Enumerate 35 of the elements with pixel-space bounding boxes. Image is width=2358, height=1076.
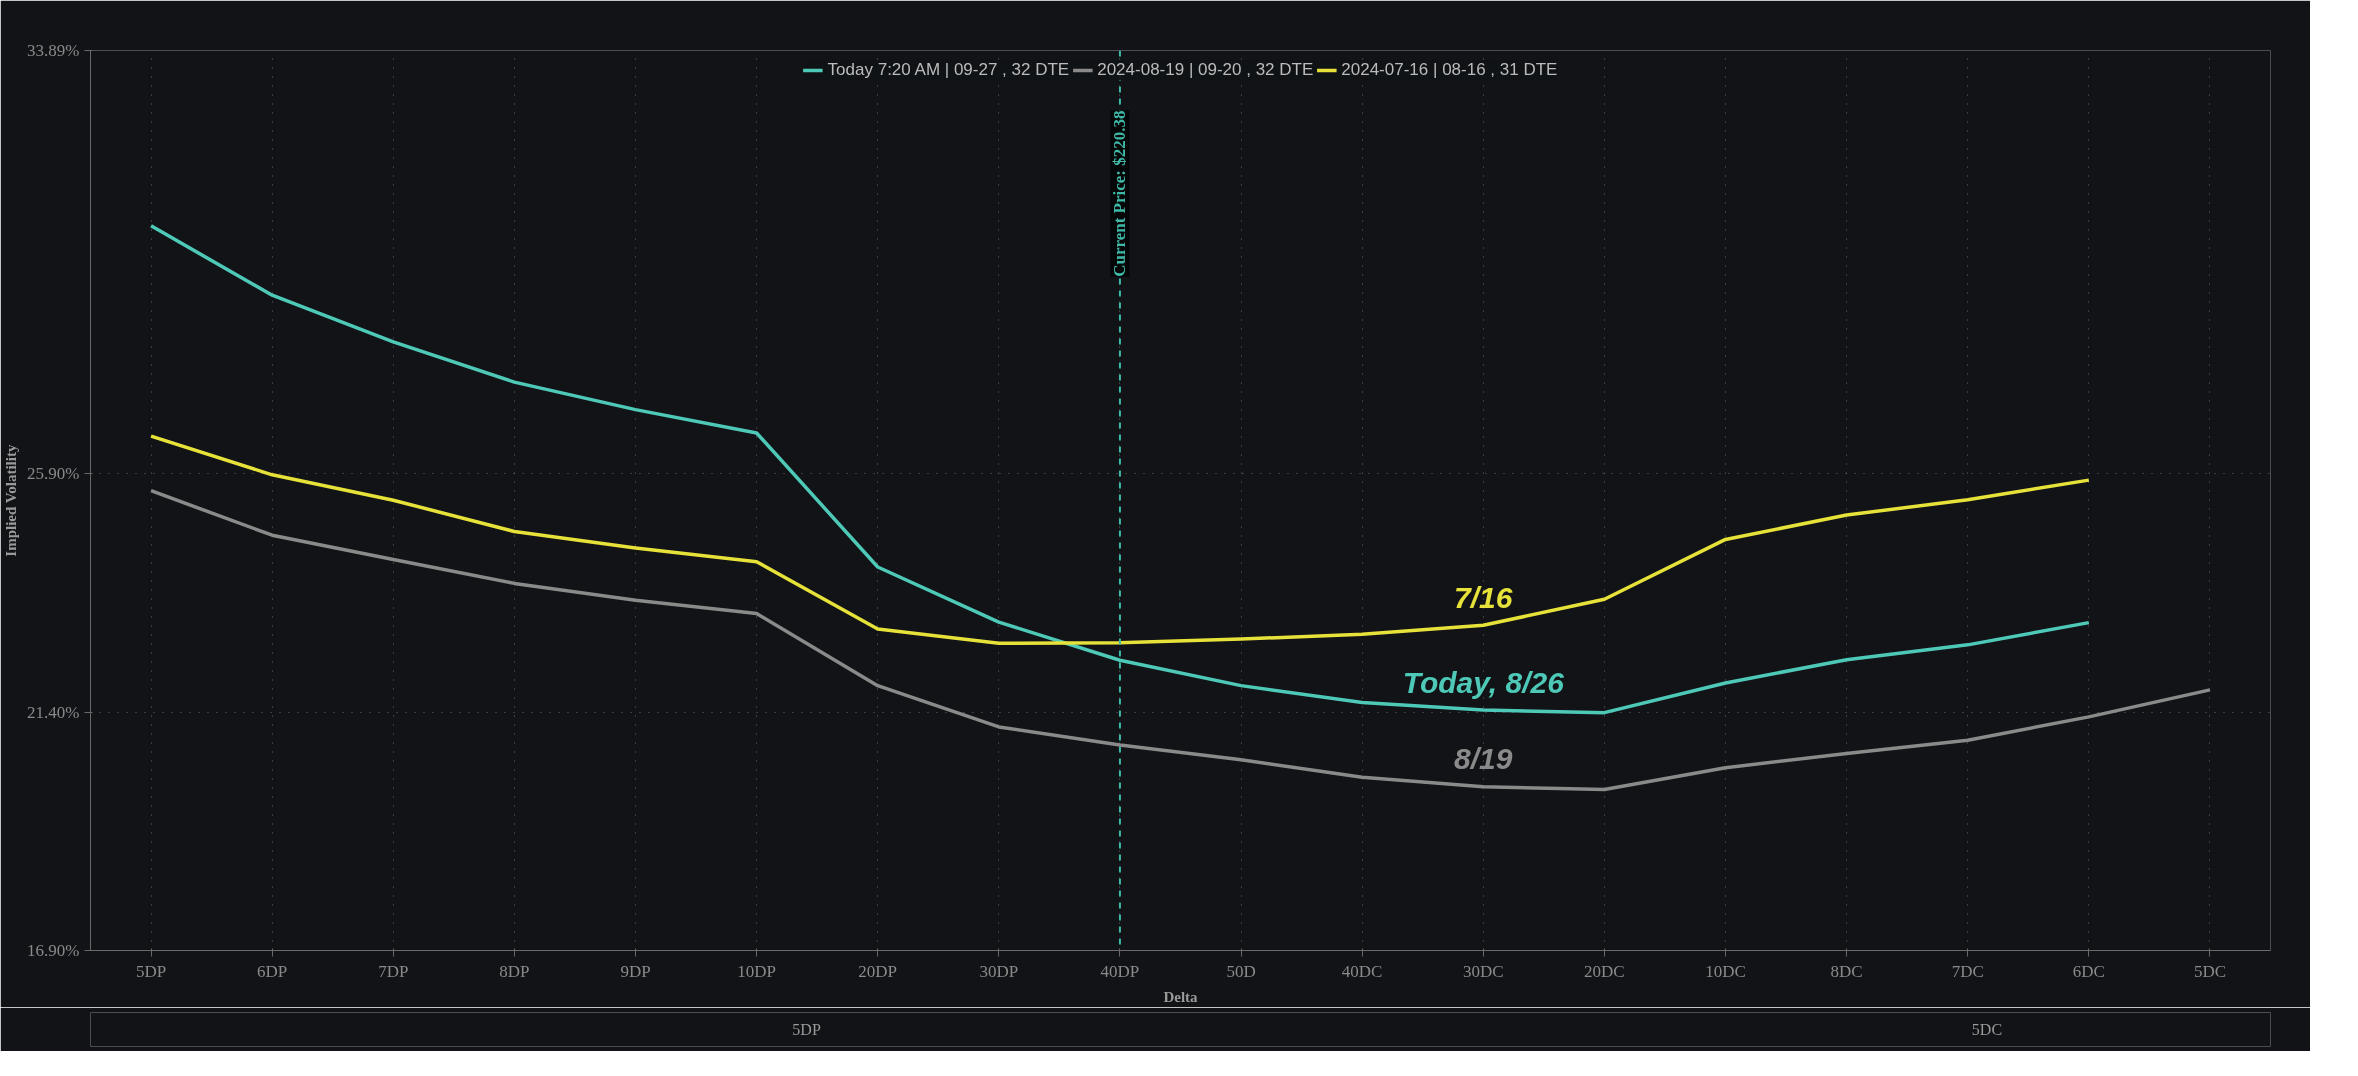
x-tick-label: 8DP [499, 961, 530, 981]
x-tick-label: 9DP [620, 961, 651, 981]
y-axis-title: Implied Volatility [3, 444, 20, 557]
y-tick-label: 21.40% [27, 702, 80, 722]
x-tick-label: 7DP [378, 961, 409, 981]
y-tick-label: 25.90% [27, 464, 80, 484]
x-tick-label: 10DC [1705, 961, 1746, 981]
x-tick-label: 30DC [1462, 961, 1504, 981]
x-axis-title: Delta [1163, 988, 1199, 1005]
annotation: 7/16 [1454, 580, 1513, 614]
x-tick-label: 5DC [2193, 961, 2227, 981]
text: 5DP [792, 1021, 821, 1038]
x-tick-label: 6DC [2072, 961, 2105, 981]
x-tick-label: 7DC [1951, 961, 1984, 981]
x-tick-label: 8DC [1830, 961, 1863, 981]
text: 5DC [1971, 1021, 2003, 1038]
y-tick-label: 33.89% [27, 41, 80, 60]
x-tick-label: 5DP [135, 961, 167, 981]
legend-label: Today 7:20 AM | 09-27 , 32 DTE [827, 60, 1070, 80]
x-tick-label: 6DP [257, 961, 288, 981]
legend-label: 2024-07-16 | 08-16 , 31 DTE [1341, 60, 1558, 80]
x-tick-label: 40DP [1100, 961, 1140, 981]
x-tick-label: 20DP [858, 961, 898, 981]
annotation: Today, 8/26 [1402, 665, 1565, 699]
x-tick-label: 10DP [737, 961, 776, 981]
x-tick-label: 20DC [1584, 961, 1625, 981]
line-series [149, 434, 2091, 646]
annotation: 8/19 [1454, 742, 1513, 776]
ref-line-label: Current Price: $220.38 [1110, 110, 1130, 277]
line-series [149, 488, 2212, 792]
x-tick-label: 30DP [979, 961, 1019, 981]
legend-label: 2024-08-19 | 09-20 , 32 DTE [1097, 60, 1314, 80]
x-tick-label: 40DC [1341, 961, 1383, 981]
x-tick-label: 50D [1226, 961, 1256, 981]
y-tick-label: 16.90% [27, 941, 80, 960]
